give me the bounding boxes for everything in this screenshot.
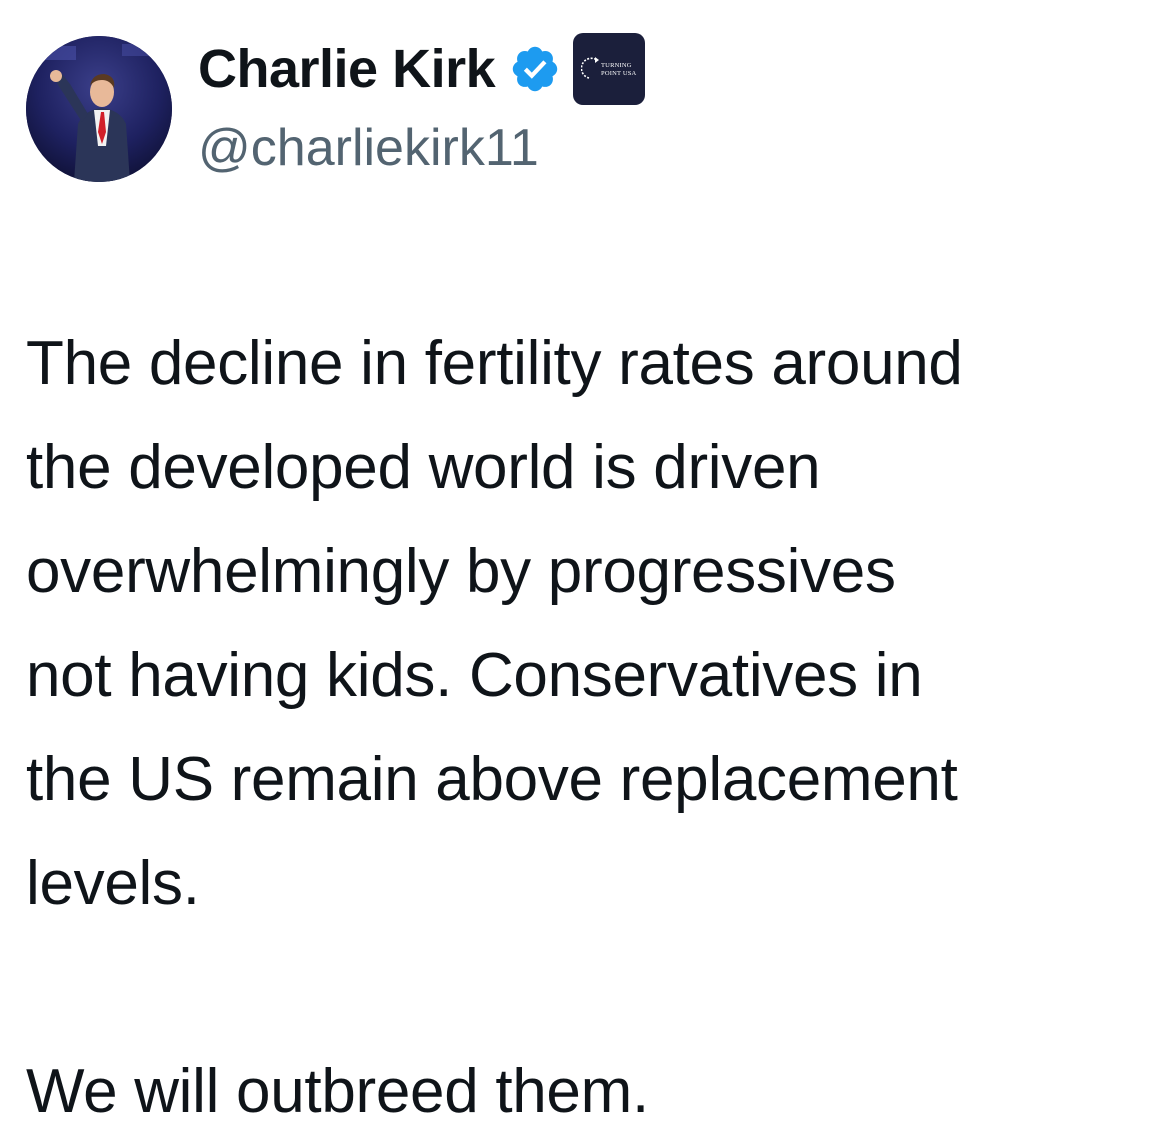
svg-text:TURNING: TURNING bbox=[601, 62, 632, 69]
turning-point-usa-logo-icon: TURNING POINT USA bbox=[581, 57, 637, 79]
author-name-row: Charlie Kirk TURNING POINT USA bbox=[198, 33, 646, 105]
svg-text:POINT USA: POINT USA bbox=[601, 70, 637, 77]
tweet-line: not having kids. Conservatives in bbox=[26, 641, 923, 710]
tweet-line: overwhelmingly by progressives bbox=[26, 537, 896, 606]
tweet-line: We will outbreed them. bbox=[26, 1057, 649, 1126]
avatar[interactable] bbox=[26, 36, 172, 182]
tweet-line: the developed world is driven bbox=[26, 433, 821, 502]
tweet-paragraph-1: The decline in fertility rates around th… bbox=[26, 312, 1146, 936]
affiliate-logo-badge[interactable]: TURNING POINT USA bbox=[573, 33, 646, 105]
tweet-line: the US remain above replacement bbox=[26, 745, 958, 814]
tweet-header: Charlie Kirk TURNING POINT USA @charliek… bbox=[26, 33, 1126, 186]
display-name[interactable]: Charlie Kirk bbox=[198, 39, 496, 99]
tweet-line: levels. bbox=[26, 849, 200, 918]
tweet-line: The decline in fertility rates around bbox=[26, 329, 963, 398]
tweet-text: The decline in fertility rates around th… bbox=[26, 312, 1146, 1144]
author-handle[interactable]: @charliekirk11 bbox=[198, 119, 539, 177]
avatar-photo bbox=[26, 36, 172, 182]
verified-badge-icon bbox=[509, 43, 561, 95]
tweet-paragraph-2: We will outbreed them. bbox=[26, 1040, 1146, 1144]
